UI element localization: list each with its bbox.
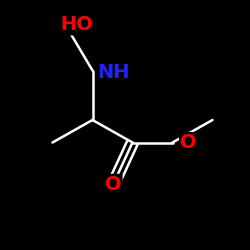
Text: HO: HO xyxy=(60,16,93,34)
Text: O: O xyxy=(105,175,122,194)
Text: O: O xyxy=(180,133,196,152)
Text: NH: NH xyxy=(97,63,130,82)
